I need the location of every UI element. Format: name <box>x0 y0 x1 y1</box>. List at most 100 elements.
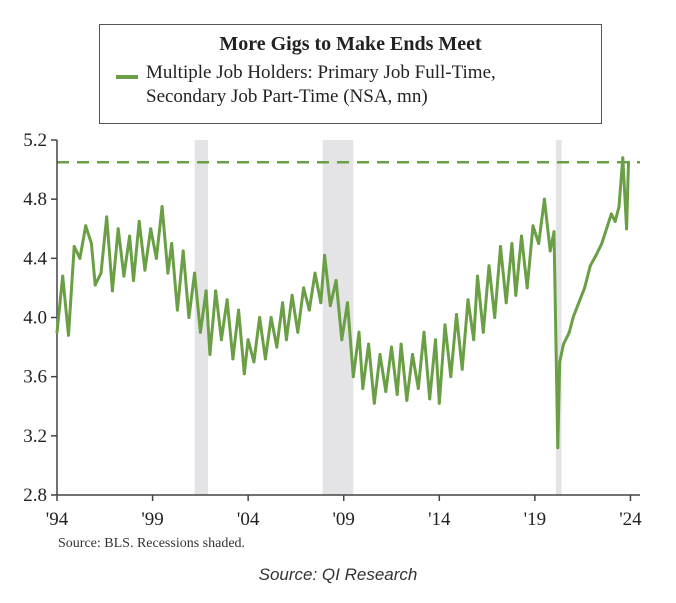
y-tick-label: 4.8 <box>23 189 47 210</box>
data-point <box>510 242 514 246</box>
data-point <box>55 330 59 334</box>
data-point <box>328 304 332 308</box>
data-point <box>313 271 317 275</box>
data-point <box>577 301 581 305</box>
x-tick-label: '99 <box>141 509 163 530</box>
data-point <box>193 271 197 275</box>
data-point <box>416 387 420 390</box>
data-point <box>61 274 65 278</box>
data-point <box>627 160 631 164</box>
data-point <box>346 301 350 305</box>
data-point <box>99 271 103 275</box>
legend-label-line: Secondary Job Part-Time (NSA, mn) <box>146 86 428 107</box>
data-point <box>307 308 311 312</box>
y-tick-label: 3.2 <box>23 426 47 447</box>
data-point <box>562 342 566 346</box>
data-point <box>411 352 415 356</box>
data-point <box>252 360 256 364</box>
x-tick-label: '09 <box>333 509 355 530</box>
data-point <box>606 224 610 228</box>
data-point <box>454 313 458 317</box>
data-point <box>334 279 338 283</box>
data-point <box>514 293 518 297</box>
data-point <box>219 338 223 342</box>
x-ticks: '94 '99 '04 '09 '14 '19 '24 <box>46 495 642 530</box>
data-point <box>290 293 294 297</box>
data-point <box>556 446 560 450</box>
legend-label-line: Multiple Job Holders: Primary Job Full-T… <box>146 62 496 83</box>
data-point <box>437 401 441 405</box>
data-point <box>296 330 300 334</box>
data-point <box>66 333 70 337</box>
data-point <box>428 397 432 401</box>
data-point <box>275 345 279 349</box>
data-point <box>552 230 556 234</box>
data-point <box>372 401 376 405</box>
caption: Source: QI Research <box>258 565 418 584</box>
data-point <box>208 352 212 356</box>
data-point <box>225 298 229 302</box>
data-points <box>55 156 631 450</box>
data-point <box>143 268 147 272</box>
data-point <box>399 342 403 346</box>
data-point <box>481 330 485 334</box>
data-point <box>214 289 218 293</box>
source-note: Source: BLS. Recessions shaded. <box>58 536 246 551</box>
data-point <box>588 264 592 268</box>
data-point <box>537 242 541 246</box>
data-point <box>105 215 109 219</box>
data-point <box>367 342 371 346</box>
data-point <box>460 367 464 371</box>
data-point <box>166 271 170 275</box>
data-point <box>137 219 141 223</box>
data-point <box>116 227 120 231</box>
data-point <box>594 253 598 257</box>
data-point <box>395 392 399 396</box>
data-point <box>405 398 409 402</box>
data-point <box>476 274 480 278</box>
data-point <box>149 227 153 231</box>
data-point <box>281 301 285 305</box>
data-point <box>504 301 508 305</box>
data-point <box>258 316 262 319</box>
data-point <box>89 242 93 246</box>
data-point <box>340 338 344 342</box>
data-point <box>181 249 185 253</box>
y-tick-label: 2.8 <box>23 485 47 506</box>
data-point <box>269 316 273 319</box>
data-point <box>160 205 164 209</box>
data-point <box>384 389 388 393</box>
data-point <box>443 323 447 327</box>
x-tick-label: '94 <box>46 509 69 530</box>
legend-box: More Gigs to Make Ends Meet Multiple Job… <box>99 24 602 124</box>
data-point <box>466 298 470 302</box>
data-point <box>93 283 97 287</box>
x-tick-label: '14 <box>428 509 451 530</box>
data-point <box>558 360 562 364</box>
x-tick-label: '04 <box>237 509 260 530</box>
data-point <box>361 387 365 390</box>
data-point <box>154 256 158 260</box>
data-point <box>625 227 629 231</box>
data-point <box>323 253 327 257</box>
data-point <box>204 289 208 293</box>
recession-bands <box>194 140 562 495</box>
y-tick-label: 4.0 <box>23 308 47 329</box>
data-point <box>302 286 306 290</box>
data-point <box>519 234 523 238</box>
data-point <box>621 156 625 160</box>
data-point <box>351 375 355 379</box>
recession-band <box>555 140 562 495</box>
data-point <box>357 330 361 334</box>
data-point <box>84 224 88 228</box>
data-point <box>487 264 491 268</box>
data-point <box>122 274 126 278</box>
data-point <box>128 234 132 238</box>
data-point <box>246 338 250 342</box>
data-point <box>449 375 453 379</box>
data-point <box>583 286 587 290</box>
data-point <box>242 372 246 376</box>
y-tick-label: 5.2 <box>23 130 47 151</box>
data-point <box>187 316 191 319</box>
